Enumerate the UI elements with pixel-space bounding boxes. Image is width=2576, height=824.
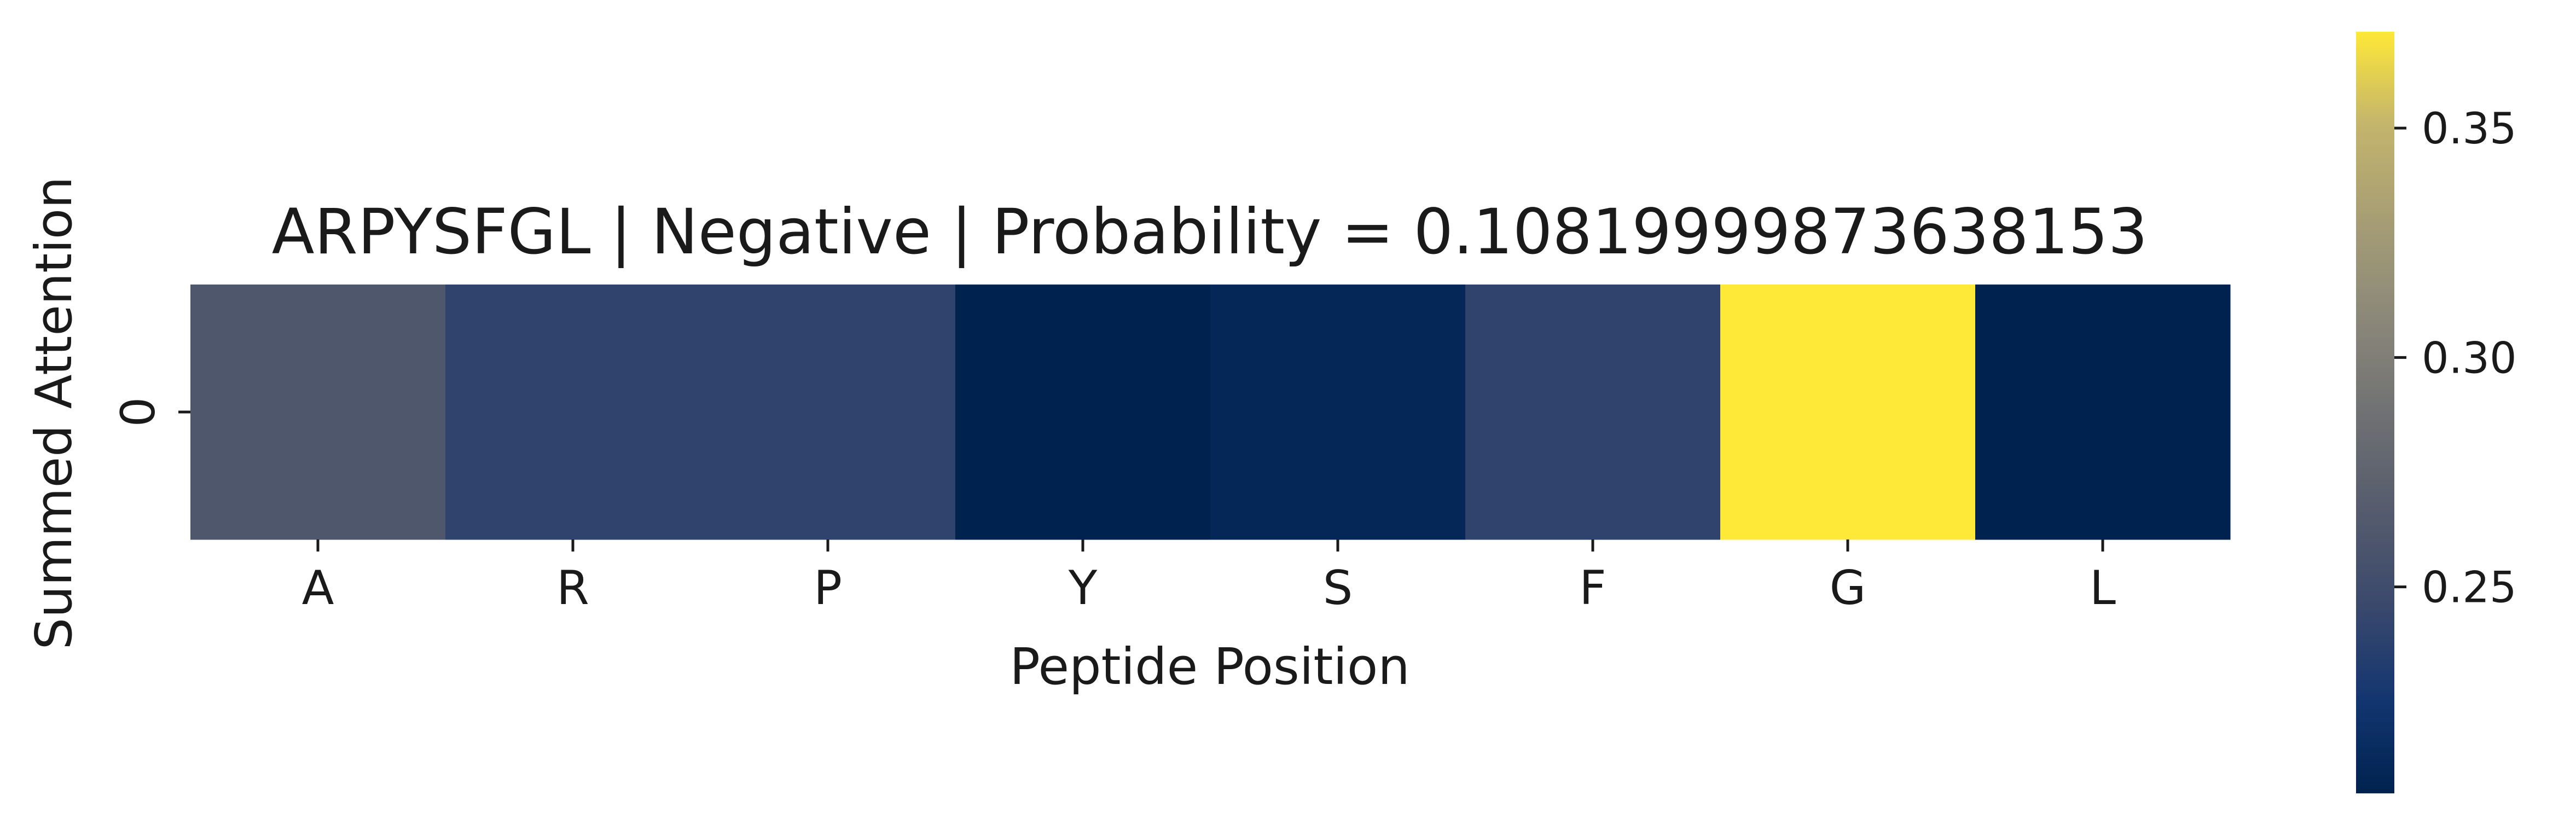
heatmap-cell-A — [190, 285, 446, 540]
colorbar — [2356, 32, 2394, 793]
x-tick-label: L — [2090, 561, 2116, 616]
x-axis-label: Peptide Position — [1009, 637, 1409, 696]
heatmap-cell-F — [1465, 285, 1721, 540]
heatmap-cell-G — [1720, 285, 1976, 540]
y-tick-label: 0 — [111, 397, 166, 427]
x-tick-label: R — [556, 561, 589, 616]
x-tick-label: S — [1323, 561, 1353, 616]
x-tick-label: G — [1830, 561, 1866, 616]
heatmap-cells — [190, 285, 2231, 540]
heatmap-cell-L — [1975, 285, 2231, 540]
heatmap-cell-Y — [955, 285, 1211, 540]
heatmap-cell-R — [445, 285, 701, 540]
heatmap-cell-S — [1210, 285, 1466, 540]
y-axis-ticks: 0 — [111, 397, 190, 427]
chart-title: ARPYSFGL | Negative | Probability = 0.10… — [272, 195, 2148, 268]
x-tick-label: A — [302, 561, 334, 616]
colorbar-tick-label: 0.30 — [2422, 334, 2517, 383]
colorbar-ticks: 0.25 0.30 0.35 — [2394, 105, 2517, 613]
y-axis-label: Summed Attention — [25, 177, 83, 650]
colorbar-tick-label: 0.35 — [2422, 105, 2517, 154]
x-tick-label: F — [1579, 561, 1606, 616]
x-tick-label: P — [814, 561, 842, 616]
x-tick-label: Y — [1068, 561, 1098, 616]
heatmap-cell-P — [700, 285, 956, 540]
colorbar-tick-label: 0.25 — [2422, 564, 2517, 613]
